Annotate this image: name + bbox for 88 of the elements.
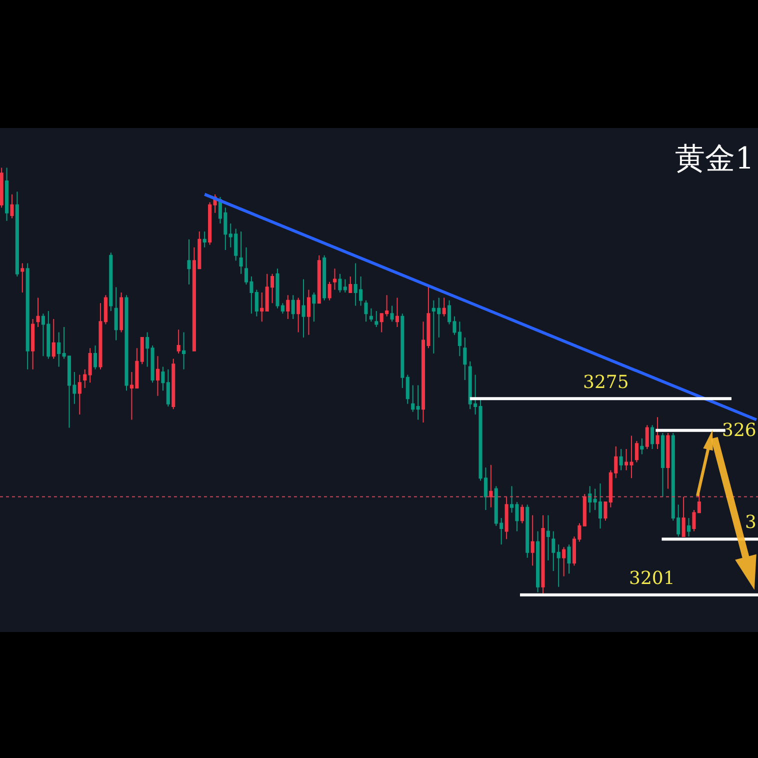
text: 黄金1 xyxy=(675,142,754,176)
candlestick xyxy=(120,292,124,333)
candlestick xyxy=(520,504,524,524)
candlestick xyxy=(332,268,337,290)
candlestick xyxy=(526,504,530,558)
annotation: 3 xyxy=(745,512,756,533)
candlestick xyxy=(0,167,4,208)
candlestick xyxy=(640,438,644,455)
candlestick xyxy=(31,318,35,370)
candlestick xyxy=(530,514,534,566)
candlestick xyxy=(374,310,378,328)
candlestick xyxy=(182,332,186,370)
candlestick xyxy=(4,167,9,222)
candlestick xyxy=(254,289,258,317)
candlestick xyxy=(541,514,545,596)
candlestick xyxy=(400,313,404,388)
candlestick xyxy=(306,289,310,336)
candlestick xyxy=(150,345,154,384)
candlestick xyxy=(52,318,56,360)
candlestick xyxy=(660,432,664,498)
candlestick xyxy=(328,281,332,301)
candlestick xyxy=(686,517,691,538)
candlestick xyxy=(442,297,446,317)
candlestick xyxy=(156,356,160,396)
annotation: 326 xyxy=(722,420,756,441)
candlestick xyxy=(239,230,243,274)
candlestick xyxy=(94,345,98,370)
candlestick xyxy=(83,368,87,388)
candlestick xyxy=(556,544,560,588)
candlestick xyxy=(36,297,40,328)
candlestick xyxy=(343,278,347,293)
candlestick xyxy=(552,530,556,572)
ref-line-label: 3275 xyxy=(583,372,629,393)
candlestick xyxy=(312,292,316,322)
candlestick xyxy=(187,238,191,286)
candlestick xyxy=(15,191,19,278)
candlestick xyxy=(411,384,415,412)
candlestick xyxy=(124,294,128,392)
candlestick xyxy=(463,337,467,380)
candlestick xyxy=(656,416,660,450)
candlestick xyxy=(416,384,420,420)
candlestick xyxy=(588,486,592,514)
candlestick xyxy=(114,286,118,341)
candlestick xyxy=(604,502,608,522)
candlestick xyxy=(645,424,649,450)
candlestick xyxy=(650,424,654,450)
candlestick xyxy=(317,254,321,304)
candlestick xyxy=(78,374,82,415)
candlestick xyxy=(406,374,410,404)
candlestick xyxy=(697,494,701,514)
candlestick xyxy=(57,332,61,368)
candlestick xyxy=(140,337,144,365)
candlestick xyxy=(291,294,295,320)
candlestick xyxy=(302,278,306,338)
candlestick xyxy=(296,297,300,333)
candlestick xyxy=(504,496,508,540)
candlestick xyxy=(562,546,566,577)
candlestick xyxy=(172,358,176,410)
candlestick xyxy=(176,329,180,354)
candlestick xyxy=(619,448,623,471)
candlestick xyxy=(395,297,399,328)
candlestick xyxy=(202,230,206,248)
candlestick xyxy=(390,305,394,322)
candlestick xyxy=(489,464,493,508)
candlestick xyxy=(161,366,165,392)
candlestick xyxy=(20,262,24,293)
candlestick xyxy=(166,368,170,408)
candlestick xyxy=(634,440,638,463)
candlestick xyxy=(26,262,30,370)
candlestick xyxy=(348,276,352,293)
candlestick xyxy=(536,530,540,593)
candlestick xyxy=(546,514,550,561)
candlestick xyxy=(369,308,373,322)
candlestick xyxy=(682,496,686,538)
candlestick xyxy=(286,294,290,320)
candlestick xyxy=(260,292,264,322)
candlestick xyxy=(146,332,150,368)
candlestick xyxy=(10,194,14,219)
candlestick xyxy=(322,254,326,301)
candlestick xyxy=(692,509,696,532)
candlestick xyxy=(666,432,670,490)
candlestick xyxy=(338,273,342,293)
candlestick xyxy=(582,494,586,526)
ref-line-label: 3201 xyxy=(629,568,675,589)
candlestick xyxy=(567,544,571,574)
candlestick xyxy=(364,300,368,322)
candlestick xyxy=(88,348,92,384)
candlestick xyxy=(109,252,113,312)
